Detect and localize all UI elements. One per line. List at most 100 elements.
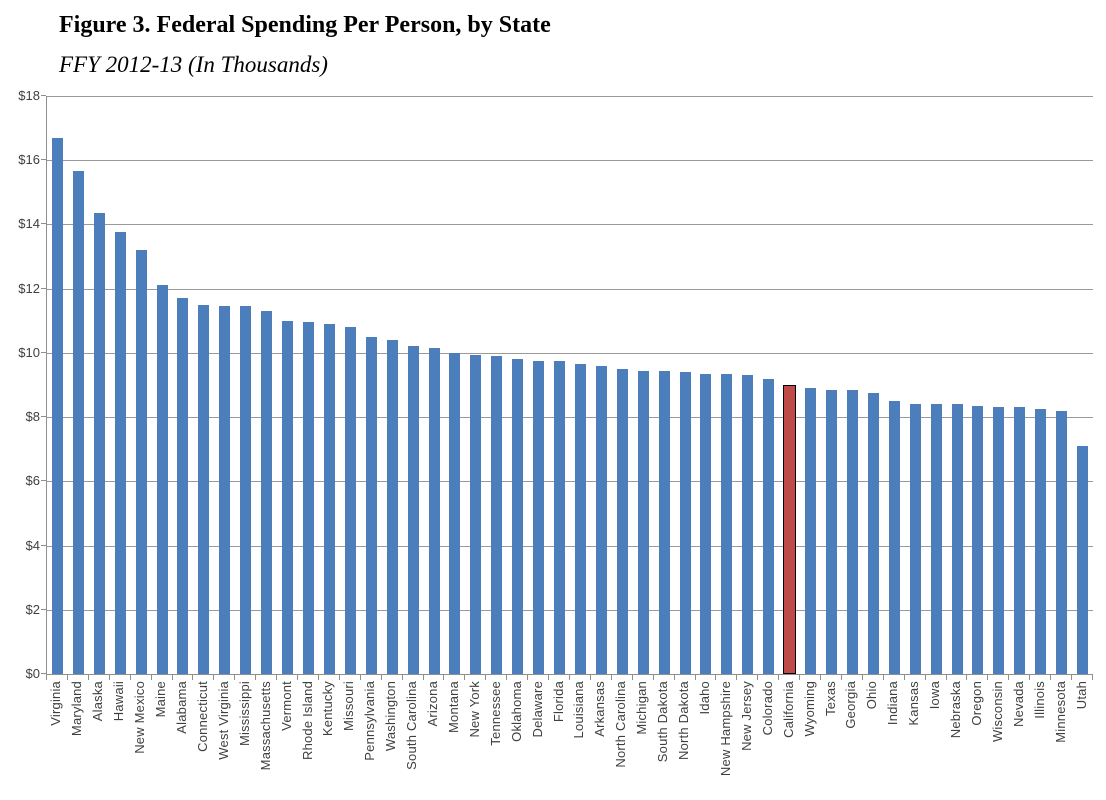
x-tick-mark: [799, 675, 801, 680]
bar-iowa: [930, 404, 942, 674]
x-tick-mark: [401, 675, 403, 680]
bar-colorado: [763, 378, 775, 674]
bar-alabama: [177, 298, 189, 674]
bar-west-virginia: [219, 306, 231, 674]
x-label-massachusetts: Massachusetts: [257, 681, 273, 771]
x-label-missouri: Missouri: [341, 681, 357, 731]
x-label-virginia: Virginia: [48, 681, 64, 726]
bar-oregon: [972, 405, 984, 674]
x-tick-mark: [673, 675, 675, 680]
bar-nevada: [1014, 407, 1026, 674]
x-tick-mark: [757, 675, 759, 680]
chart-subtitle: FFY 2012-13 (In Thousands): [59, 52, 328, 77]
y-tick-label: $10: [18, 344, 40, 360]
bar-pennsylvania: [365, 336, 377, 674]
x-label-nevada: Nevada: [1010, 681, 1026, 728]
x-tick-mark: [506, 675, 508, 680]
x-tick-mark: [1071, 675, 1073, 680]
bar-missouri: [344, 327, 356, 674]
x-tick-mark: [1008, 675, 1010, 680]
bar-indiana: [888, 401, 900, 674]
x-tick-mark: [589, 675, 591, 680]
x-tick-mark: [1029, 675, 1031, 680]
x-tick-mark: [610, 675, 612, 680]
bar-maine: [156, 285, 168, 674]
y-tick-mark: [41, 416, 46, 418]
x-label-mississippi: Mississippi: [236, 681, 252, 747]
x-label-south-dakota: South Dakota: [655, 681, 671, 763]
x-label-utah: Utah: [1073, 681, 1089, 710]
gridline-18: [47, 96, 1093, 97]
x-label-washington: Washington: [383, 681, 399, 752]
x-label-texas: Texas: [822, 681, 838, 716]
x-tick-mark: [255, 675, 257, 680]
x-tick-mark: [213, 675, 215, 680]
bar-louisiana: [574, 364, 586, 674]
x-label-new-mexico: New Mexico: [132, 681, 148, 754]
bar-oklahoma: [512, 359, 524, 674]
x-label-arizona: Arizona: [425, 681, 441, 727]
x-tick-mark: [840, 675, 842, 680]
bar-ohio: [867, 393, 879, 674]
y-tick-mark: [41, 287, 46, 289]
x-tick-mark: [234, 675, 236, 680]
x-tick-mark: [443, 675, 445, 680]
x-label-alabama: Alabama: [173, 681, 189, 734]
bar-utah: [1077, 446, 1089, 674]
bar-connecticut: [198, 304, 210, 674]
y-tick-label: $8: [25, 409, 40, 425]
x-label-california: California: [780, 681, 796, 738]
x-tick-mark: [150, 675, 152, 680]
x-tick-mark: [548, 675, 550, 680]
x-label-montana: Montana: [445, 681, 461, 733]
x-label-florida: Florida: [550, 681, 566, 723]
x-label-alaska: Alaska: [90, 681, 106, 722]
bar-wisconsin: [993, 407, 1005, 674]
x-tick-mark: [359, 675, 361, 680]
x-label-vermont: Vermont: [278, 681, 294, 731]
bar-new-hampshire: [721, 373, 733, 674]
x-label-iowa: Iowa: [927, 681, 943, 710]
y-tick-label: $16: [18, 152, 40, 168]
bar-georgia: [846, 389, 858, 674]
x-label-michigan: Michigan: [634, 681, 650, 735]
x-tick-mark: [736, 675, 738, 680]
gridline-4: [47, 545, 1093, 547]
bar-massachusetts: [261, 311, 273, 674]
x-label-nebraska: Nebraska: [948, 681, 964, 739]
y-tick-label: $6: [25, 473, 40, 489]
x-label-maryland: Maryland: [69, 681, 85, 737]
y-tick-label: $18: [18, 88, 40, 103]
plot-area: [46, 96, 1093, 675]
x-label-idaho: Idaho: [696, 681, 712, 715]
x-label-colorado: Colorado: [759, 681, 775, 736]
x-tick-mark: [987, 675, 989, 680]
x-tick-mark: [422, 675, 424, 680]
bar-arizona: [428, 348, 440, 674]
x-label-new-york: New York: [466, 681, 482, 738]
x-tick-mark: [192, 675, 194, 680]
x-label-kansas: Kansas: [906, 681, 922, 726]
x-tick-mark: [485, 675, 487, 680]
bar-delaware: [533, 360, 545, 674]
bar-north-carolina: [616, 368, 628, 674]
bar-idaho: [700, 373, 712, 674]
x-label-west-virginia: West Virginia: [215, 681, 231, 760]
gridline-6: [47, 481, 1093, 483]
bar-rhode-island: [303, 322, 314, 674]
x-tick-mark: [129, 675, 131, 680]
bar-wyoming: [805, 388, 817, 674]
bar-minnesota: [1056, 410, 1068, 674]
bar-montana: [449, 352, 461, 674]
x-tick-mark: [924, 675, 926, 680]
x-tick-mark: [945, 675, 947, 680]
x-tick-mark: [380, 675, 382, 680]
gridline-10: [47, 352, 1093, 354]
gridline-12: [47, 288, 1093, 290]
x-tick-mark: [694, 675, 696, 680]
x-tick-mark: [569, 675, 570, 680]
x-label-new-jersey: New Jersey: [738, 681, 754, 751]
bar-north-dakota: [679, 372, 691, 674]
bar-tennessee: [491, 356, 503, 674]
